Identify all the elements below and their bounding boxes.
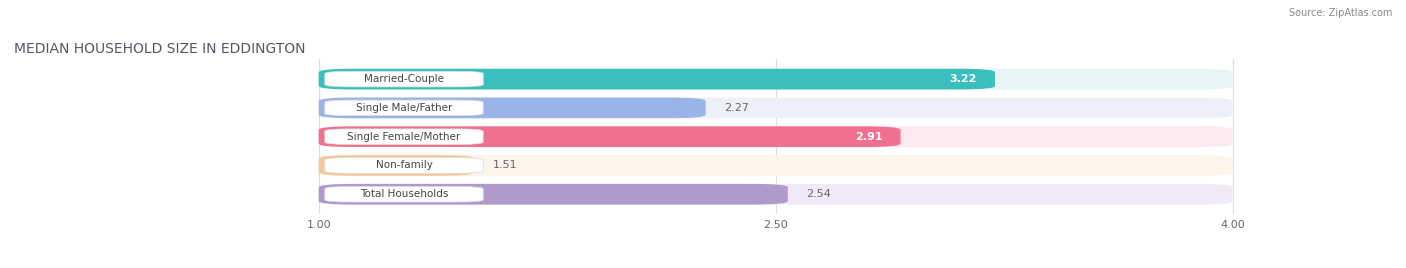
Text: Single Female/Mother: Single Female/Mother (347, 132, 461, 142)
FancyBboxPatch shape (325, 129, 484, 144)
Text: Total Households: Total Households (360, 189, 449, 199)
FancyBboxPatch shape (319, 155, 474, 176)
FancyBboxPatch shape (319, 69, 1233, 90)
Text: Married-Couple: Married-Couple (364, 74, 444, 84)
Text: 2.54: 2.54 (806, 189, 831, 199)
FancyBboxPatch shape (325, 71, 484, 87)
FancyBboxPatch shape (325, 158, 484, 173)
FancyBboxPatch shape (319, 126, 901, 147)
FancyBboxPatch shape (319, 155, 1233, 176)
FancyBboxPatch shape (325, 100, 484, 116)
FancyBboxPatch shape (319, 69, 995, 90)
Text: Source: ZipAtlas.com: Source: ZipAtlas.com (1288, 8, 1392, 18)
FancyBboxPatch shape (319, 126, 1233, 147)
Text: 3.22: 3.22 (949, 74, 977, 84)
FancyBboxPatch shape (325, 187, 484, 202)
FancyBboxPatch shape (319, 184, 787, 204)
Text: Single Male/Father: Single Male/Father (356, 103, 453, 113)
Text: MEDIAN HOUSEHOLD SIZE IN EDDINGTON: MEDIAN HOUSEHOLD SIZE IN EDDINGTON (14, 42, 305, 56)
Text: 2.91: 2.91 (855, 132, 883, 142)
FancyBboxPatch shape (319, 98, 706, 118)
Text: 1.51: 1.51 (492, 161, 517, 170)
Text: Non-family: Non-family (375, 161, 433, 170)
FancyBboxPatch shape (319, 98, 1233, 118)
Text: 2.27: 2.27 (724, 103, 749, 113)
FancyBboxPatch shape (319, 184, 1233, 204)
